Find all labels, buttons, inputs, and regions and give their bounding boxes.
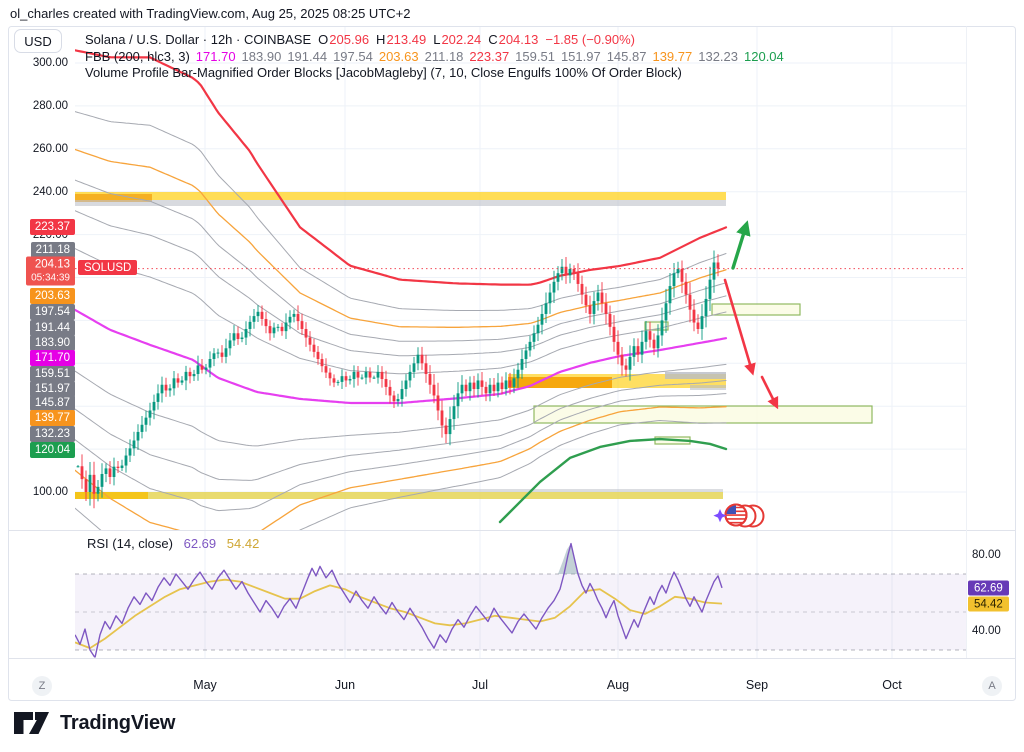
ohlc-label: C [488, 32, 498, 47]
time-axis-label: Sep [745, 678, 769, 692]
scroll-right-button[interactable]: A [982, 676, 1002, 696]
price-axis-badge: 204.13 05:34:39 [26, 256, 75, 286]
ohlc-label: O [318, 32, 329, 47]
fbb-legend-value: 151.97 [560, 48, 601, 64]
fbb-legend-value: 120.04 [744, 48, 784, 64]
price-axis-badge: 191.44 [29, 320, 75, 336]
price-axis-badge: 211.18 [30, 242, 75, 258]
price-axis-label: 240.00 [32, 186, 68, 198]
ohlc-value: 204.13 [498, 32, 539, 47]
price-axis-badge: 197.54 [29, 304, 75, 320]
time-axis-label: Aug [606, 678, 630, 692]
tradingview-brand-text: TradingView [60, 711, 176, 734]
price-axis-badge: 159.51 [29, 366, 75, 382]
currency-toggle-button[interactable]: USD [14, 29, 62, 53]
price-axis-badge: 120.04 [29, 442, 75, 458]
time-axis-label: Oct [882, 678, 902, 692]
price-axis-badge: 132.23 [29, 426, 75, 442]
price-axis-badge: 183.90 [29, 335, 75, 351]
price-axis-badge: 145.87 [29, 395, 75, 411]
rsi-title: RSI (14, close) [87, 536, 173, 551]
ohlc-value: 202.24 [441, 32, 482, 47]
price-axis-label: 280.00 [32, 100, 68, 112]
price-axis-badge: 223.37 [29, 219, 75, 235]
fbb-legend-value: 171.70 [195, 48, 236, 64]
price-axis-label: 260.00 [32, 143, 68, 155]
fbb-legend-value: 203.63 [378, 48, 419, 64]
tradingview-footer[interactable]: TradingView [12, 708, 175, 738]
volume-profile-title: Volume Profile Bar-Magnified Order Block… [85, 65, 682, 80]
fbb-legend-row[interactable]: FBB (200, hlc3, 3) 171.70 183.90 191.44 197.… [85, 49, 784, 66]
price-axis-label: 100.00 [32, 486, 68, 498]
ohlc-value: 205.96 [329, 32, 370, 47]
ohlc-values: O205.96 H213.49 L202.24 C204.13 [311, 32, 538, 47]
rsi-axis-badge: 62.69 [968, 580, 1009, 596]
rsi-axis-label: 80.00 [972, 549, 1001, 561]
scroll-left-button[interactable]: Z [32, 676, 52, 696]
rsi-value: 62.69 [183, 536, 217, 551]
time-axis-label: Jul [472, 678, 488, 692]
attribution-note: ol_charles created with TradingView.com,… [10, 6, 411, 21]
ohlc-label: L [433, 32, 441, 47]
chart-legend: Solana / U.S. Dollar · 12h · COINBASE O20… [85, 32, 784, 82]
time-axis-label: May [193, 678, 217, 692]
symbol-title: Solana / U.S. Dollar · 12h · COINBASE [85, 32, 312, 47]
fbb-legend-value: 183.90 [241, 48, 282, 64]
tradingview-logo-icon [14, 712, 49, 734]
ohlc-value: 213.49 [386, 32, 427, 47]
volume-profile-legend-row[interactable]: Volume Profile Bar-Magnified Order Block… [85, 65, 784, 82]
price-axis-badge: 203.63 [29, 288, 75, 304]
fbb-legend-value: 139.77 [652, 48, 693, 64]
time-axis-label: Jun [334, 678, 356, 692]
fbb-legend-value: 145.87 [606, 48, 647, 64]
symbol-legend-row[interactable]: Solana / U.S. Dollar · 12h · COINBASE O20… [85, 32, 784, 49]
price-axis-badge: 171.70 [29, 350, 75, 366]
event-flags-icon [713, 503, 765, 528]
fbb-title: FBB (200, hlc3, 3) [85, 48, 190, 64]
ohlc-label: H [376, 32, 386, 47]
rsi-ma-value: 54.42 [226, 536, 260, 551]
symbol-price-line-label: SOLUSD [78, 260, 138, 275]
fbb-legend-value: 132.23 [698, 48, 738, 64]
rsi-legend-row[interactable]: RSI (14, close) 62.69 54.42 [80, 536, 259, 551]
price-axis-badge: 151.97 [29, 381, 75, 397]
change-value: −1.85 (−0.90%) [545, 32, 635, 47]
price-axis-label: 300.00 [32, 57, 68, 69]
fbb-legend-value: 211.18 [424, 48, 464, 64]
fbb-legend-value: 197.54 [333, 48, 373, 64]
rsi-axis-label: 40.00 [972, 625, 1001, 637]
fbb-legend-value: 223.37 [469, 48, 510, 64]
price-axis-badge: 139.77 [29, 410, 75, 426]
fbb-values: 171.70 183.90 191.44 197.54 203.63 211.18 223.… [190, 49, 784, 64]
fbb-legend-value: 191.44 [287, 48, 328, 64]
rsi-axis-badge: 54.42 [968, 596, 1009, 612]
fbb-legend-value: 159.51 [515, 48, 555, 64]
